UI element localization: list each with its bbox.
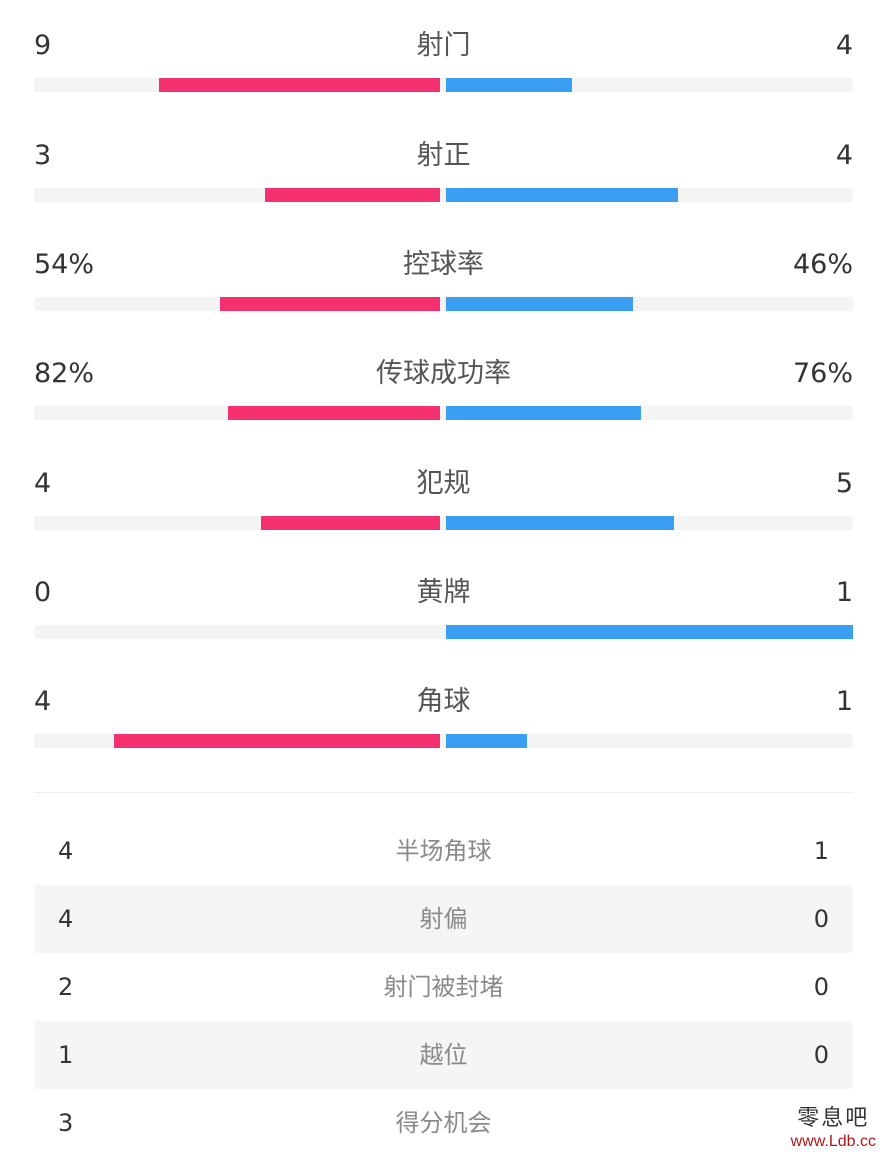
stat-bar-track: [34, 625, 853, 639]
stat-bar-track: [34, 297, 853, 311]
away-value: 1: [813, 837, 829, 865]
home-value: 9: [34, 30, 52, 61]
away-value: 5: [835, 468, 853, 499]
stat-label: 射正: [416, 140, 471, 171]
away-value: 0: [813, 905, 829, 933]
stat-row-fouls: 4 犯规 5: [34, 468, 853, 548]
home-value: 54%: [34, 249, 95, 280]
table-row: 4 半场角球 1: [34, 817, 853, 885]
home-value: 82%: [34, 358, 95, 389]
home-bar: [265, 188, 440, 202]
stat-row-shots-on-target: 3 射正 4: [34, 140, 853, 220]
away-value: 1: [835, 686, 853, 717]
stat-row-corners: 4 角球 1: [34, 686, 853, 766]
away-value: 46%: [792, 249, 853, 280]
away-value: 0: [813, 973, 829, 1001]
table-row: 1 越位 0: [34, 1021, 853, 1089]
table-row: 2 射门被封堵 0: [34, 953, 853, 1021]
stat-bar-track: [34, 734, 853, 748]
stat-label: 越位: [419, 1041, 468, 1069]
home-value: 3: [58, 1109, 74, 1137]
home-bar: [159, 78, 440, 92]
stat-label: 犯规: [416, 468, 471, 499]
stat-row-possession: 54% 控球率 46%: [34, 249, 853, 329]
stat-label: 半场角球: [395, 837, 492, 865]
away-value: 76%: [792, 358, 853, 389]
stat-label: 得分机会: [395, 1109, 492, 1137]
home-bar: [220, 297, 440, 311]
away-bar: [446, 406, 641, 420]
watermark-url: www.Ldb.cc: [790, 1133, 876, 1150]
stat-label: 黄牌: [416, 577, 471, 608]
away-bar: [446, 78, 572, 92]
home-value: 4: [34, 468, 52, 499]
away-value: 0: [813, 1041, 829, 1069]
stat-label: 射门: [416, 30, 471, 61]
away-bar: [446, 297, 633, 311]
away-bar: [446, 625, 853, 639]
stat-bar-track: [34, 188, 853, 202]
section-divider: [34, 792, 853, 793]
stat-bar-track: [34, 516, 853, 530]
away-bar: [446, 734, 527, 748]
away-value: 4: [835, 140, 853, 171]
stat-row-shots: 9 射门 4: [34, 30, 853, 110]
watermark: 零息吧 www.Ldb.cc: [790, 1106, 876, 1152]
stat-label: 射偏: [419, 905, 468, 933]
table-row: 3 得分机会: [34, 1089, 853, 1157]
home-value: 2: [58, 973, 74, 1001]
home-value: 0: [34, 577, 52, 608]
watermark-text: 零息吧: [797, 1106, 870, 1131]
stat-row-pass-accuracy: 82% 传球成功率 76%: [34, 358, 853, 438]
away-value: 4: [835, 30, 853, 61]
home-value: 4: [58, 905, 74, 933]
table-row: 4 射偏 0: [34, 885, 853, 953]
home-value: 1: [58, 1041, 74, 1069]
stat-label: 射门被封堵: [383, 973, 504, 1001]
home-bar: [114, 734, 440, 748]
stat-label: 角球: [416, 686, 471, 717]
stat-bar-track: [34, 78, 853, 92]
home-value: 4: [58, 837, 74, 865]
away-bar: [446, 188, 678, 202]
away-bar: [446, 516, 674, 530]
away-value: 1: [835, 577, 853, 608]
stat-row-yellow-cards: 0 黄牌 1: [34, 577, 853, 657]
home-bar: [228, 406, 440, 420]
home-value: 3: [34, 140, 52, 171]
stat-label: 传球成功率: [376, 358, 511, 389]
home-value: 4: [34, 686, 52, 717]
stat-label: 控球率: [403, 249, 484, 280]
stat-bar-track: [34, 406, 853, 420]
home-bar: [261, 516, 440, 530]
